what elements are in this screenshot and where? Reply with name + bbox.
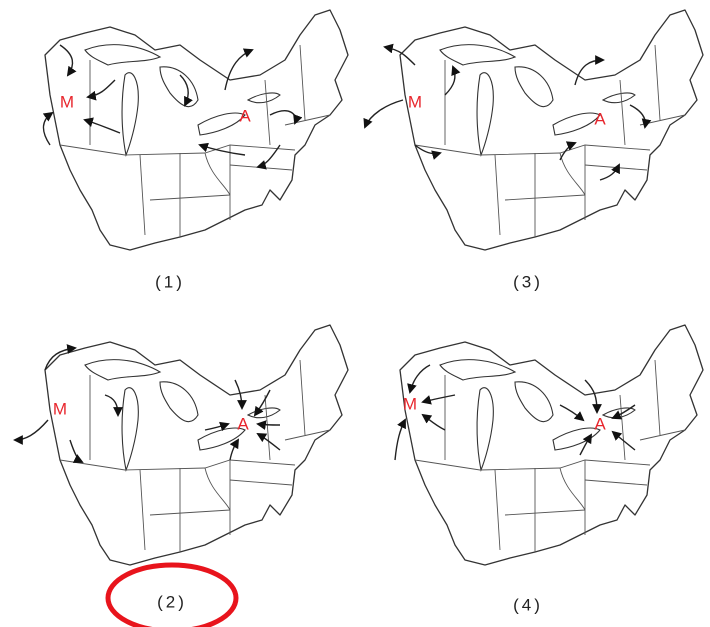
pressure-center: M bbox=[408, 92, 422, 111]
wind-arrows bbox=[42, 44, 303, 170]
pressure-center: A bbox=[594, 109, 606, 128]
pressure-center: A bbox=[239, 106, 251, 125]
pressure-center: M bbox=[53, 399, 67, 418]
panel-label: (3) bbox=[513, 272, 543, 291]
map-panel: M A bbox=[394, 324, 704, 566]
pressure-center: A bbox=[594, 414, 606, 433]
pressure-center: M bbox=[60, 92, 74, 111]
wind-arrows bbox=[394, 364, 636, 461]
map-outline bbox=[399, 9, 704, 251]
panel-label: (1) bbox=[155, 272, 185, 291]
map-panel: M A bbox=[42, 9, 349, 251]
map-outline bbox=[44, 9, 349, 251]
wind-arrows bbox=[13, 344, 281, 463]
panel-label: (2) bbox=[157, 592, 187, 611]
wind-arrows bbox=[363, 43, 652, 181]
pressure-center: A bbox=[237, 414, 249, 433]
map-outline bbox=[399, 324, 704, 566]
panel-label: (4) bbox=[513, 595, 543, 614]
pressure-center: M bbox=[403, 394, 417, 413]
map-outline bbox=[44, 324, 349, 566]
highlight-circle bbox=[105, 562, 239, 627]
map-panel: M A bbox=[363, 9, 704, 251]
map-panel: M A bbox=[13, 324, 349, 566]
